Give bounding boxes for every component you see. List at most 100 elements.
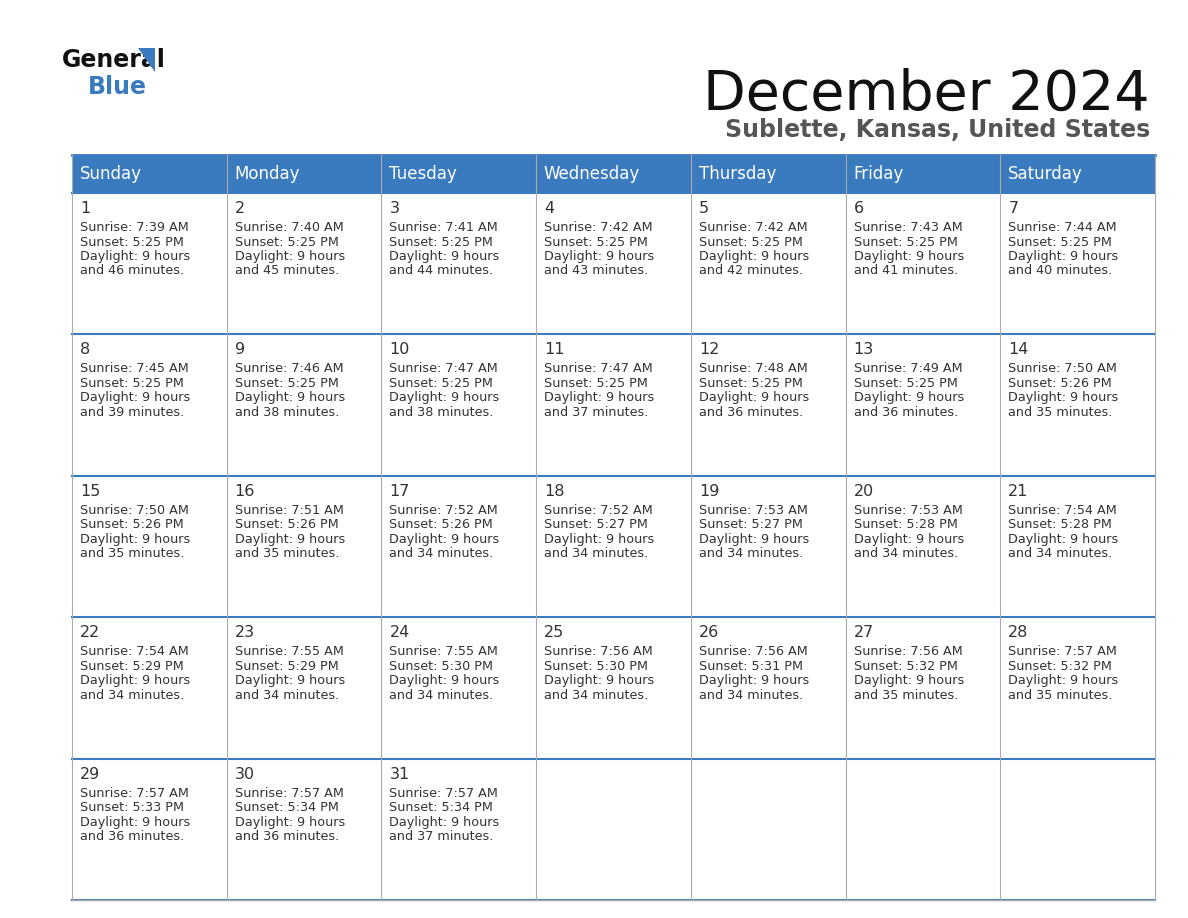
Bar [536, 193, 691, 334]
Text: and 34 minutes.: and 34 minutes. [699, 547, 803, 560]
Text: and 37 minutes.: and 37 minutes. [544, 406, 649, 419]
Bar [1000, 758, 1155, 900]
Bar [1000, 617, 1155, 758]
Text: 28: 28 [1009, 625, 1029, 640]
Text: 22: 22 [80, 625, 100, 640]
Text: Sunrise: 7:56 AM: Sunrise: 7:56 AM [699, 645, 808, 658]
Text: 6: 6 [853, 201, 864, 216]
Text: 1: 1 [80, 201, 90, 216]
Bar [381, 155, 536, 193]
Text: Sunset: 5:25 PM: Sunset: 5:25 PM [699, 377, 803, 390]
Text: Thursday: Thursday [699, 165, 776, 183]
Text: Sunset: 5:27 PM: Sunset: 5:27 PM [699, 519, 803, 532]
Text: Sunrise: 7:52 AM: Sunrise: 7:52 AM [544, 504, 653, 517]
Text: Sunrise: 7:39 AM: Sunrise: 7:39 AM [80, 221, 189, 234]
Text: Daylight: 9 hours: Daylight: 9 hours [235, 815, 345, 829]
Text: and 35 minutes.: and 35 minutes. [1009, 688, 1113, 701]
Bar [536, 617, 691, 758]
Text: and 34 minutes.: and 34 minutes. [235, 688, 339, 701]
Text: Sunset: 5:25 PM: Sunset: 5:25 PM [390, 236, 493, 249]
Text: Daylight: 9 hours: Daylight: 9 hours [699, 532, 809, 546]
Text: Sunrise: 7:57 AM: Sunrise: 7:57 AM [390, 787, 498, 800]
Bar [691, 617, 846, 758]
Text: and 34 minutes.: and 34 minutes. [544, 547, 649, 560]
Text: and 37 minutes.: and 37 minutes. [390, 830, 494, 843]
Text: Sunset: 5:29 PM: Sunset: 5:29 PM [80, 660, 184, 673]
Text: 25: 25 [544, 625, 564, 640]
Text: and 41 minutes.: and 41 minutes. [853, 264, 958, 277]
Bar [691, 334, 846, 476]
Text: Sunset: 5:25 PM: Sunset: 5:25 PM [235, 377, 339, 390]
Text: Daylight: 9 hours: Daylight: 9 hours [80, 250, 190, 263]
Text: Wednesday: Wednesday [544, 165, 640, 183]
Text: Sunset: 5:27 PM: Sunset: 5:27 PM [544, 519, 647, 532]
Bar [846, 758, 1000, 900]
Text: Sunset: 5:30 PM: Sunset: 5:30 PM [390, 660, 493, 673]
Text: Daylight: 9 hours: Daylight: 9 hours [390, 250, 500, 263]
Text: and 45 minutes.: and 45 minutes. [235, 264, 339, 277]
Text: Sunrise: 7:47 AM: Sunrise: 7:47 AM [544, 363, 653, 375]
Text: and 42 minutes.: and 42 minutes. [699, 264, 803, 277]
Text: Friday: Friday [853, 165, 904, 183]
Bar [536, 476, 691, 617]
Text: Daylight: 9 hours: Daylight: 9 hours [699, 250, 809, 263]
Bar [536, 334, 691, 476]
Text: Sunset: 5:25 PM: Sunset: 5:25 PM [235, 236, 339, 249]
Text: Daylight: 9 hours: Daylight: 9 hours [544, 532, 655, 546]
Text: Daylight: 9 hours: Daylight: 9 hours [1009, 391, 1119, 405]
Text: and 34 minutes.: and 34 minutes. [390, 547, 494, 560]
Bar [381, 334, 536, 476]
Text: Sunset: 5:25 PM: Sunset: 5:25 PM [853, 377, 958, 390]
Text: and 34 minutes.: and 34 minutes. [390, 688, 494, 701]
Text: 27: 27 [853, 625, 874, 640]
Text: Sunrise: 7:42 AM: Sunrise: 7:42 AM [699, 221, 808, 234]
Bar [227, 155, 381, 193]
Text: December 2024: December 2024 [703, 68, 1150, 122]
Text: General: General [62, 48, 166, 72]
Text: Sunset: 5:34 PM: Sunset: 5:34 PM [235, 801, 339, 814]
Text: Daylight: 9 hours: Daylight: 9 hours [853, 532, 963, 546]
Text: 29: 29 [80, 767, 100, 781]
Text: Sunrise: 7:53 AM: Sunrise: 7:53 AM [699, 504, 808, 517]
Text: Sunset: 5:25 PM: Sunset: 5:25 PM [1009, 236, 1112, 249]
Bar [846, 476, 1000, 617]
Text: Sunset: 5:25 PM: Sunset: 5:25 PM [853, 236, 958, 249]
Bar [381, 617, 536, 758]
Bar [1000, 476, 1155, 617]
Text: Daylight: 9 hours: Daylight: 9 hours [235, 391, 345, 405]
Text: Sunrise: 7:47 AM: Sunrise: 7:47 AM [390, 363, 498, 375]
Text: Sunset: 5:25 PM: Sunset: 5:25 PM [390, 377, 493, 390]
Text: 10: 10 [390, 342, 410, 357]
Text: Sunrise: 7:46 AM: Sunrise: 7:46 AM [235, 363, 343, 375]
Text: Sunrise: 7:56 AM: Sunrise: 7:56 AM [544, 645, 653, 658]
Text: Tuesday: Tuesday [390, 165, 457, 183]
Text: Sunset: 5:32 PM: Sunset: 5:32 PM [853, 660, 958, 673]
Text: 7: 7 [1009, 201, 1018, 216]
Text: Sunrise: 7:40 AM: Sunrise: 7:40 AM [235, 221, 343, 234]
Text: Sunrise: 7:41 AM: Sunrise: 7:41 AM [390, 221, 498, 234]
Text: Daylight: 9 hours: Daylight: 9 hours [390, 391, 500, 405]
Text: Sunrise: 7:57 AM: Sunrise: 7:57 AM [80, 787, 189, 800]
Text: Sunrise: 7:53 AM: Sunrise: 7:53 AM [853, 504, 962, 517]
Text: Sunset: 5:30 PM: Sunset: 5:30 PM [544, 660, 649, 673]
Text: Sunset: 5:26 PM: Sunset: 5:26 PM [390, 519, 493, 532]
Text: Sunset: 5:32 PM: Sunset: 5:32 PM [1009, 660, 1112, 673]
Bar [846, 334, 1000, 476]
Text: 23: 23 [235, 625, 255, 640]
Bar [846, 617, 1000, 758]
Text: 13: 13 [853, 342, 874, 357]
Text: 24: 24 [390, 625, 410, 640]
Text: 14: 14 [1009, 342, 1029, 357]
Text: 15: 15 [80, 484, 100, 498]
Text: Daylight: 9 hours: Daylight: 9 hours [853, 250, 963, 263]
Text: 3: 3 [390, 201, 399, 216]
Text: Sunset: 5:26 PM: Sunset: 5:26 PM [1009, 377, 1112, 390]
Bar [227, 758, 381, 900]
Text: Daylight: 9 hours: Daylight: 9 hours [853, 674, 963, 688]
Text: 30: 30 [235, 767, 255, 781]
Text: Sunset: 5:33 PM: Sunset: 5:33 PM [80, 801, 184, 814]
Text: Sunrise: 7:55 AM: Sunrise: 7:55 AM [390, 645, 498, 658]
Text: 21: 21 [1009, 484, 1029, 498]
Text: Saturday: Saturday [1009, 165, 1082, 183]
Text: 2: 2 [235, 201, 245, 216]
